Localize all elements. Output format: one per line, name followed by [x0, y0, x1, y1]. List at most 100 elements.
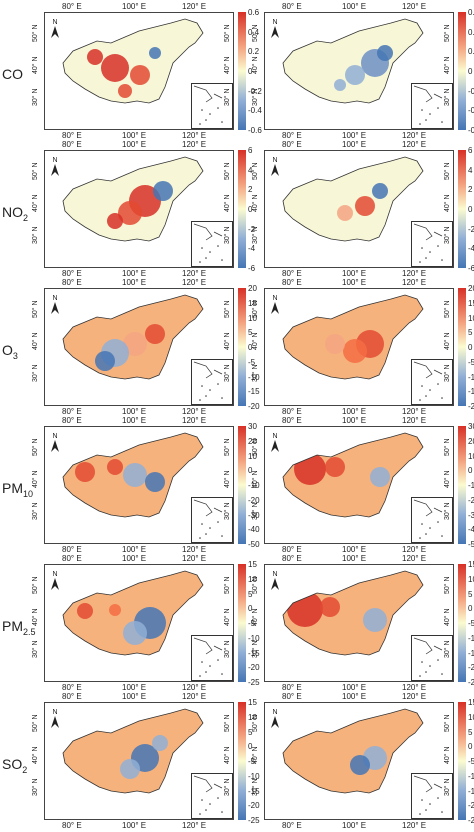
lat-tick: 40° N — [444, 470, 451, 488]
anomaly-blob — [75, 462, 95, 482]
colorbar-tick: -5 — [248, 357, 256, 367]
pollutant-name: PM — [2, 618, 23, 634]
anomaly-blob — [120, 759, 140, 779]
colorbar-tick: -40 — [468, 525, 474, 535]
colorbar-tick: -20 — [468, 495, 474, 505]
pollutant-name: SO — [2, 756, 23, 772]
colorbar-tick: -20 — [468, 663, 474, 673]
lon-tick: 80° E — [62, 131, 82, 140]
lon-tick: 120° E — [402, 692, 427, 701]
colorbar-tick: 20 — [468, 436, 474, 446]
map-panel: N — [264, 150, 454, 268]
lat-tick: 50° N — [224, 24, 231, 42]
lon-tick: 100° E — [342, 554, 367, 563]
lon-tick: 100° E — [342, 692, 367, 701]
colorbar-tick: 2 — [468, 185, 473, 195]
map-panel: N — [264, 288, 454, 406]
colorbar-tick: -25 — [468, 678, 474, 687]
north-arrow-icon: N — [51, 157, 59, 178]
lat-tick: 30° N — [32, 88, 39, 106]
lat-tick: 40° N — [32, 608, 39, 626]
lon-tick: 120° E — [182, 692, 207, 701]
colorbar-tick: 10 — [248, 313, 257, 323]
anomaly-blob — [130, 65, 150, 85]
colorbar-tick: -4 — [468, 244, 474, 254]
colorbar-tick: -20 — [468, 801, 474, 811]
south-china-sea-inset — [191, 359, 233, 405]
colorbar-tick: -30 — [468, 510, 474, 520]
lat-tick: 40° N — [32, 332, 39, 350]
colorbar-tick: -5 — [248, 619, 256, 628]
colorbar-tick: 0.6 — [248, 8, 260, 17]
pollutant-name: O — [2, 342, 13, 358]
south-china-sea-inset — [411, 83, 453, 129]
lon-tick: 120° E — [182, 683, 207, 692]
anomaly-blob — [370, 467, 390, 487]
anomaly-blob — [345, 65, 365, 85]
lon-tick: 120° E — [402, 821, 427, 830]
lon-tick: 120° E — [402, 269, 427, 278]
colorbar-tick: 15 — [468, 698, 474, 707]
anomaly-blob — [355, 196, 375, 216]
map-panel: N — [264, 564, 454, 682]
lat-tick: 50° N — [32, 714, 39, 732]
anomaly-blob — [107, 213, 123, 229]
colorbar-tick: 0 — [248, 343, 253, 352]
lon-tick: 80° E — [282, 416, 302, 425]
lat-tick: 30° N — [444, 88, 451, 106]
lon-tick: 120° E — [402, 683, 427, 692]
china-map — [282, 570, 424, 667]
lat-tick: 50° N — [32, 300, 39, 318]
colorbar-tick: -10 — [468, 633, 474, 643]
north-arrow-icon: N — [271, 709, 279, 730]
north-arrow-icon: N — [51, 19, 59, 40]
lat-tick: 40° N — [32, 470, 39, 488]
colorbar-tick: 15 — [248, 298, 257, 308]
lat-tick: 40° N — [252, 56, 259, 74]
colorbar-tick: 10 — [468, 451, 474, 461]
lon-tick: 120° E — [182, 269, 207, 278]
lon-tick: 120° E — [182, 131, 207, 140]
lon-tick: 100° E — [342, 407, 367, 416]
lat-tick: 30° N — [32, 778, 39, 796]
lon-tick: 100° E — [342, 545, 367, 554]
lon-tick: 100° E — [342, 416, 367, 425]
colorbar-tick: -20 — [248, 402, 260, 411]
lat-tick: 50° N — [252, 24, 259, 42]
colorbar-tick: 0 — [468, 205, 473, 214]
colorbar-tick: 15 — [468, 298, 474, 308]
lon-tick: 100° E — [122, 269, 147, 278]
row-0: CO 80° E 100° E 120° E 80° E 100° E 120° E N 50°… — [0, 2, 474, 140]
colorbar-tick: -2 — [248, 224, 256, 234]
lat-tick: 50° N — [444, 576, 451, 594]
lat-tick: 40° N — [224, 470, 231, 488]
colorbar — [458, 150, 466, 268]
colorbar-tick: -6 — [248, 264, 256, 273]
pollutant-subscript: 3 — [12, 350, 18, 361]
anomaly-blob — [95, 351, 115, 371]
colorbar-tick: 0.2 — [468, 47, 474, 57]
anomaly-blob — [123, 332, 147, 356]
anomaly-blob — [153, 181, 173, 201]
lon-tick: 80° E — [282, 269, 302, 278]
colorbar-tick: -25 — [468, 816, 474, 825]
lon-tick: 80° E — [62, 140, 82, 149]
map-panel: N — [44, 426, 234, 544]
china-map — [62, 18, 204, 115]
colorbar-tick: -2 — [468, 224, 474, 234]
anomaly-blob — [118, 84, 132, 98]
lon-tick: 120° E — [182, 821, 207, 830]
lat-tick: 50° N — [32, 162, 39, 180]
lat-tick: 50° N — [224, 438, 231, 456]
south-china-sea-inset — [191, 773, 233, 819]
colorbar-tick: -10 — [248, 633, 260, 643]
lon-tick: 120° E — [402, 2, 427, 11]
colorbar-tick: -50 — [248, 540, 260, 549]
colorbar-tick: -10 — [248, 481, 260, 490]
colorbar-tick: 0 — [248, 742, 253, 752]
lon-tick: 100° E — [342, 683, 367, 692]
colorbar-tick: -10 — [468, 481, 474, 490]
lon-tick: 100° E — [342, 278, 367, 287]
colorbar-tick: 0.2 — [248, 47, 260, 57]
colorbar-tick: 0 — [248, 466, 253, 476]
